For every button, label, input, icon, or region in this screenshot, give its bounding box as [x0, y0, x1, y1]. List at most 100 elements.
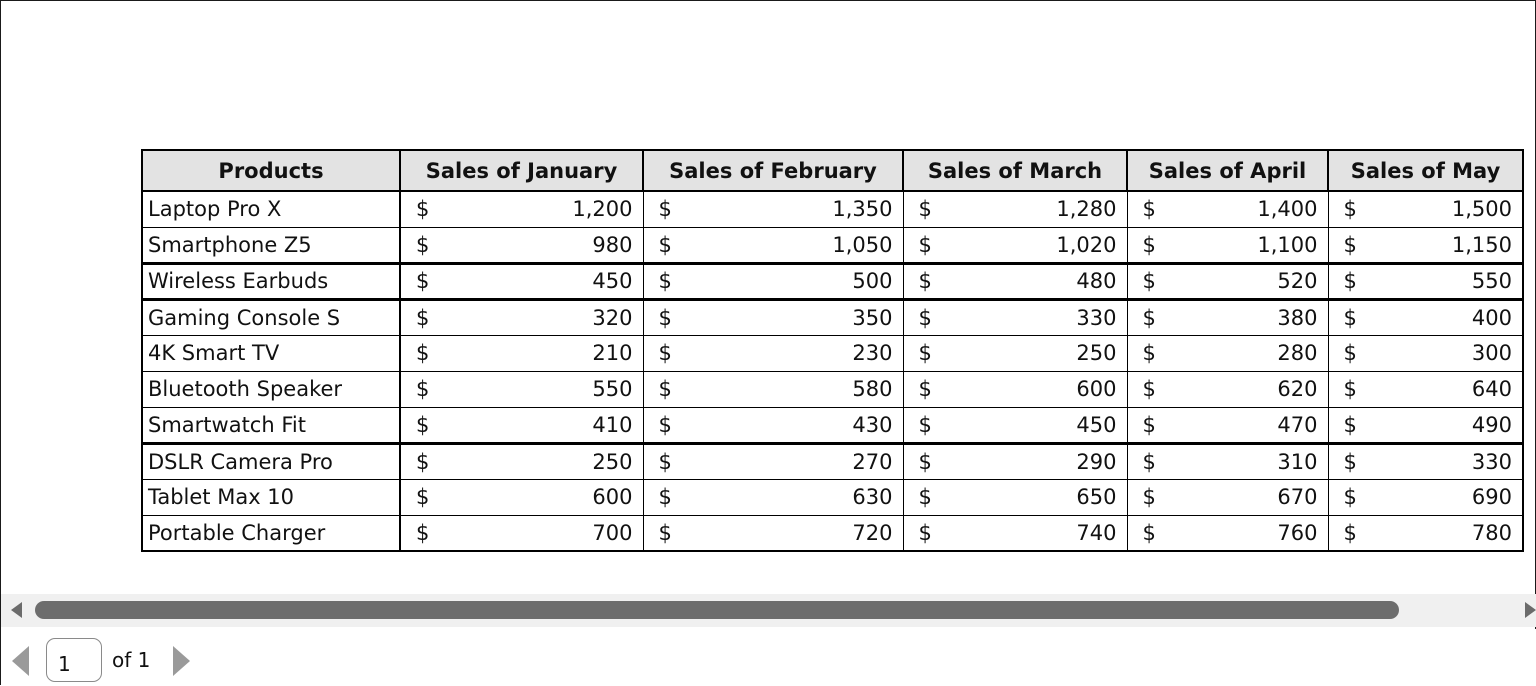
currency-symbol: $ [658, 449, 672, 474]
sales-value-cell: $1,280 [902, 190, 1128, 228]
sales-value-cell: $760 [1126, 514, 1329, 552]
currency-symbol: $ [1142, 520, 1156, 545]
sales-value-cell: $1,020 [902, 226, 1128, 264]
table-row: 4K Smart TV $210 $230 $250 $280 $300 [141, 334, 1524, 372]
currency-symbol: $ [918, 305, 932, 330]
product-name-cell: Laptop Pro X [141, 190, 401, 228]
currency-symbol: $ [1343, 269, 1357, 293]
currency-symbol: $ [1142, 232, 1156, 257]
sales-value-cell: $700 [399, 514, 644, 552]
sales-amount: 1,350 [832, 197, 893, 222]
table-row: DSLR Camera Pro $250 $270 $290 $310 $330 [141, 441, 1524, 480]
sales-amount: 380 [1277, 305, 1318, 330]
sales-value-cell: $330 [1327, 441, 1524, 480]
currency-symbol: $ [658, 341, 672, 365]
horizontal-scrollbar[interactable] [1, 594, 1536, 627]
sales-value-cell: $1,100 [1126, 226, 1329, 264]
sales-value-cell: $290 [902, 441, 1128, 480]
sales-value-cell: $450 [902, 406, 1128, 444]
product-name-cell: Wireless Earbuds [141, 261, 401, 300]
sales-value-cell: $480 [902, 261, 1128, 300]
currency-symbol: $ [1343, 377, 1357, 401]
sales-amount: 550 [1471, 269, 1512, 293]
sales-value-cell: $330 [902, 297, 1128, 336]
sales-value-cell: $430 [642, 406, 904, 444]
sales-value-cell: $550 [1327, 261, 1524, 300]
product-name-cell: 4K Smart TV [141, 334, 401, 372]
sales-amount: 700 [592, 520, 633, 545]
sales-value-cell: $380 [1126, 297, 1329, 336]
sales-value-cell: $980 [399, 226, 644, 264]
header-row: Products Sales of January Sales of Febru… [141, 149, 1524, 192]
previous-page-icon[interactable] [12, 646, 29, 676]
sales-amount: 490 [1471, 412, 1512, 437]
currency-symbol: $ [658, 232, 672, 257]
sales-amount: 670 [1277, 485, 1318, 509]
sales-amount: 290 [1076, 449, 1117, 474]
currency-symbol: $ [658, 485, 672, 509]
sales-amount: 470 [1277, 412, 1318, 437]
product-name-cell: DSLR Camera Pro [141, 441, 401, 480]
sales-amount: 620 [1277, 377, 1318, 401]
sales-value-cell: $600 [902, 370, 1128, 408]
sales-value-cell: $490 [1327, 406, 1524, 444]
sales-value-cell: $410 [399, 406, 644, 444]
sales-value-cell: $320 [399, 297, 644, 336]
currency-symbol: $ [658, 377, 672, 401]
currency-symbol: $ [1343, 449, 1357, 474]
currency-symbol: $ [416, 377, 430, 401]
currency-symbol: $ [658, 412, 672, 437]
table-row: Smartphone Z5 $980 $1,050 $1,020 $1,100 $1,15… [141, 226, 1524, 264]
currency-symbol: $ [918, 485, 932, 509]
scroll-left-arrow-icon[interactable] [11, 602, 22, 618]
sales-amount: 250 [1076, 341, 1117, 365]
sales-value-cell: $230 [642, 334, 904, 372]
currency-symbol: $ [658, 197, 672, 222]
currency-symbol: $ [416, 449, 430, 474]
sales-value-cell: $400 [1327, 297, 1524, 336]
sales-amount: 410 [592, 412, 633, 437]
sales-value-cell: $600 [399, 478, 644, 516]
sales-amount: 580 [852, 377, 893, 401]
currency-symbol: $ [416, 305, 430, 330]
sales-value-cell: $250 [902, 334, 1128, 372]
sales-amount: 690 [1471, 485, 1512, 509]
currency-symbol: $ [1142, 412, 1156, 437]
sales-value-cell: $300 [1327, 334, 1524, 372]
sales-value-cell: $630 [642, 478, 904, 516]
sales-value-cell: $470 [1126, 406, 1329, 444]
next-page-icon[interactable] [173, 646, 190, 676]
column-header-january: Sales of January [399, 149, 644, 192]
sales-value-cell: $690 [1327, 478, 1524, 516]
column-header-products: Products [141, 149, 401, 192]
sales-amount: 980 [592, 232, 633, 257]
currency-symbol: $ [1142, 305, 1156, 330]
currency-symbol: $ [1142, 341, 1156, 365]
sales-amount: 1,050 [832, 232, 893, 257]
scroll-right-arrow-icon[interactable] [1525, 602, 1536, 618]
column-header-may: Sales of May [1327, 149, 1524, 192]
sales-value-cell: $1,150 [1327, 226, 1524, 264]
scrollbar-thumb[interactable] [35, 601, 1399, 619]
product-name-cell: Smartwatch Fit [141, 406, 401, 444]
sales-amount: 210 [592, 341, 633, 365]
sales-value-cell: $210 [399, 334, 644, 372]
page-number-input[interactable] [46, 638, 102, 682]
currency-symbol: $ [918, 197, 932, 222]
sales-value-cell: $310 [1126, 441, 1329, 480]
sales-amount: 1,020 [1056, 232, 1117, 257]
currency-symbol: $ [918, 269, 932, 293]
currency-symbol: $ [416, 412, 430, 437]
sales-value-cell: $1,050 [642, 226, 904, 264]
sales-value-cell: $580 [642, 370, 904, 408]
sales-amount: 330 [1076, 305, 1117, 330]
currency-symbol: $ [918, 520, 932, 545]
sales-amount: 250 [592, 449, 633, 474]
sales-value-cell: $270 [642, 441, 904, 480]
sales-value-cell: $720 [642, 514, 904, 552]
currency-symbol: $ [1142, 269, 1156, 293]
sales-amount: 1,150 [1451, 232, 1512, 257]
sales-amount: 1,400 [1257, 197, 1318, 222]
sales-amount: 1,100 [1257, 232, 1318, 257]
